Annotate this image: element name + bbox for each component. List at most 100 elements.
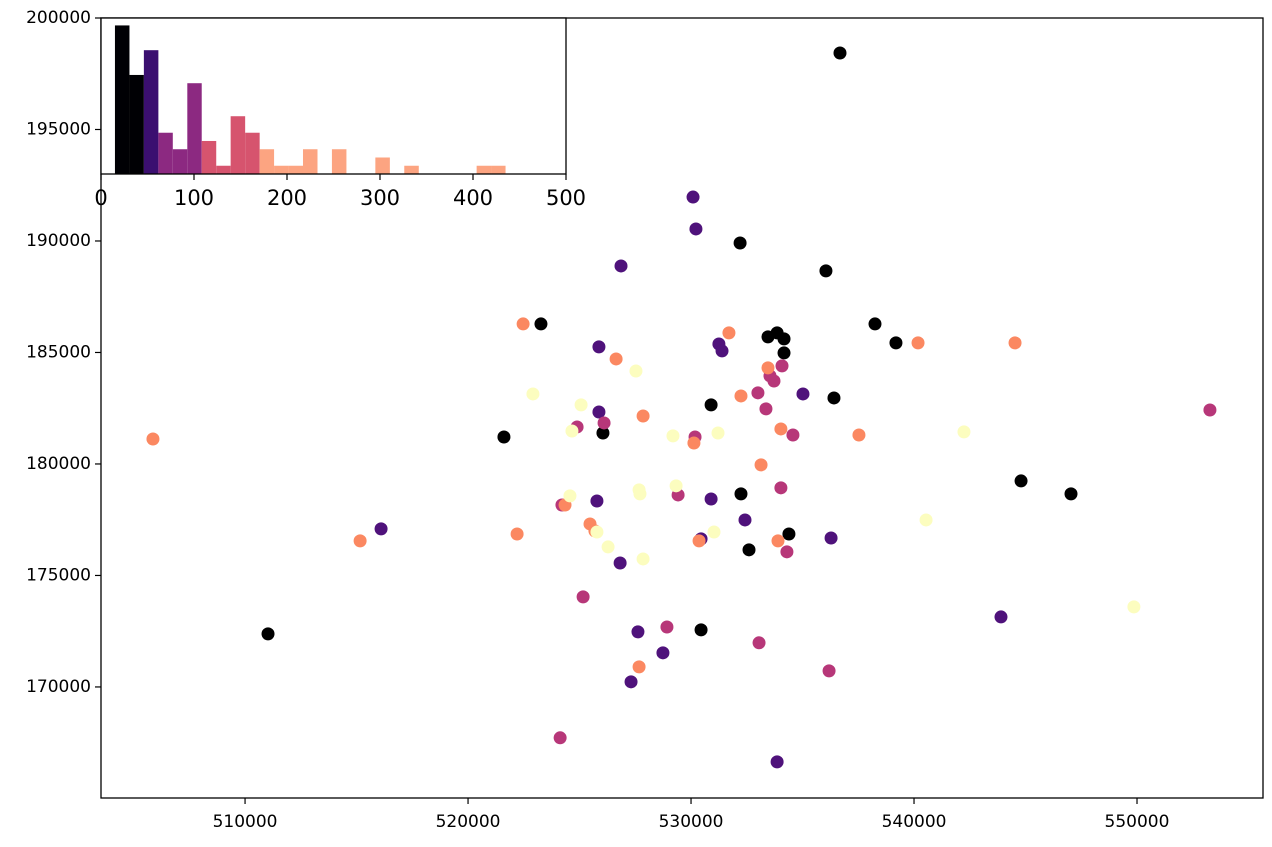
scatter-point <box>624 675 638 689</box>
scatter-point <box>780 545 794 559</box>
y-tick-label: 175000 <box>26 565 91 585</box>
scatter-point <box>592 405 606 419</box>
scatter-point <box>827 391 841 405</box>
scatter-point <box>911 336 925 350</box>
scatter-point <box>146 432 160 446</box>
scatter-point <box>596 426 610 440</box>
scatter-point <box>722 326 736 340</box>
histogram-bar <box>245 132 260 174</box>
scatter-point <box>563 489 577 503</box>
scatter-point <box>510 527 524 541</box>
scatter-point <box>614 259 628 273</box>
scatter-point <box>777 332 791 346</box>
histogram-bar <box>216 165 231 174</box>
histogram-bar <box>476 165 492 174</box>
histogram-bar <box>114 25 130 174</box>
scatter-point <box>636 552 650 566</box>
scatter-point <box>1064 487 1078 501</box>
scatter-point <box>833 46 847 60</box>
histogram-bar <box>172 149 188 174</box>
scatter-point <box>761 361 775 375</box>
scatter-point <box>633 487 647 501</box>
y-tick-label: 170000 <box>26 677 91 697</box>
scatter-point <box>374 522 388 536</box>
histogram-bar <box>274 165 289 174</box>
scatter-point <box>613 556 627 570</box>
plot-frame <box>100 17 1264 799</box>
scatter-point <box>1008 336 1022 350</box>
scatter-point <box>738 513 752 527</box>
scatter-point <box>774 481 788 495</box>
y-tick-label: 185000 <box>26 342 91 362</box>
scatter-point <box>629 364 643 378</box>
histogram-bar <box>129 74 144 174</box>
histogram-bar <box>331 149 347 174</box>
scatter-point <box>632 660 646 674</box>
histogram-bar <box>404 165 419 174</box>
scatter-point <box>704 398 718 412</box>
scatter-point <box>751 386 765 400</box>
scatter-point <box>754 458 768 472</box>
scatter-point <box>734 389 748 403</box>
scatter-point <box>592 340 606 354</box>
y-tick-label: 195000 <box>26 119 91 139</box>
x-tick-label: 200 <box>267 186 307 210</box>
scatter-point <box>692 534 706 548</box>
scatter-point <box>565 424 579 438</box>
scatter-point <box>689 222 703 236</box>
scatter-point <box>774 422 788 436</box>
y-tick-label: 190000 <box>26 231 91 251</box>
scatter-point <box>526 387 540 401</box>
scatter-point <box>775 359 789 373</box>
scatter-point <box>889 336 903 350</box>
inset-background <box>101 18 566 174</box>
scatter-point <box>786 428 800 442</box>
scatter-point <box>759 402 773 416</box>
histogram-bar <box>259 149 275 174</box>
x-tick-label: 0 <box>94 186 107 210</box>
scatter-point <box>819 264 833 278</box>
scatter-point <box>1203 403 1217 417</box>
scatter-point <box>666 429 680 443</box>
scatter-point <box>868 317 882 331</box>
scatter-point <box>636 409 650 423</box>
histogram-bar <box>201 140 217 174</box>
scatter-point <box>601 540 615 554</box>
y-tick-label: 180000 <box>26 454 91 474</box>
scatter-point <box>669 479 683 493</box>
scatter-point <box>742 543 756 557</box>
histogram-bar <box>158 132 173 174</box>
scatter-point <box>353 534 367 548</box>
inset-frame <box>100 17 567 175</box>
x-tick-label: 530000 <box>659 812 724 832</box>
x-tick-label: 540000 <box>882 812 947 832</box>
x-tick-label: 500 <box>546 186 586 210</box>
scatter-point <box>631 625 645 639</box>
x-tick-label: 300 <box>360 186 400 210</box>
scatter-point <box>711 426 725 440</box>
histogram-bar <box>375 157 390 174</box>
y-tick-label: 200000 <box>26 8 91 28</box>
scatter-point <box>707 525 721 539</box>
scatter-point <box>686 190 700 204</box>
x-tick-label: 510000 <box>213 812 278 832</box>
scatter-point <box>574 398 588 412</box>
scatter-point <box>782 527 796 541</box>
x-tick-label: 550000 <box>1105 812 1170 832</box>
histogram-bar <box>288 165 303 174</box>
histogram-bar <box>491 165 506 174</box>
scatter-point <box>752 636 766 650</box>
x-tick-label: 400 <box>453 186 493 210</box>
histogram-bar <box>302 149 318 174</box>
scatter-point <box>590 525 604 539</box>
scatter-point <box>704 492 718 506</box>
scatter-point <box>590 494 604 508</box>
scatter-point <box>553 731 567 745</box>
histogram-bar <box>187 83 202 174</box>
scatter-point <box>852 428 866 442</box>
scatter-point <box>796 387 810 401</box>
scatter-point <box>824 531 838 545</box>
scatter-point <box>261 627 275 641</box>
